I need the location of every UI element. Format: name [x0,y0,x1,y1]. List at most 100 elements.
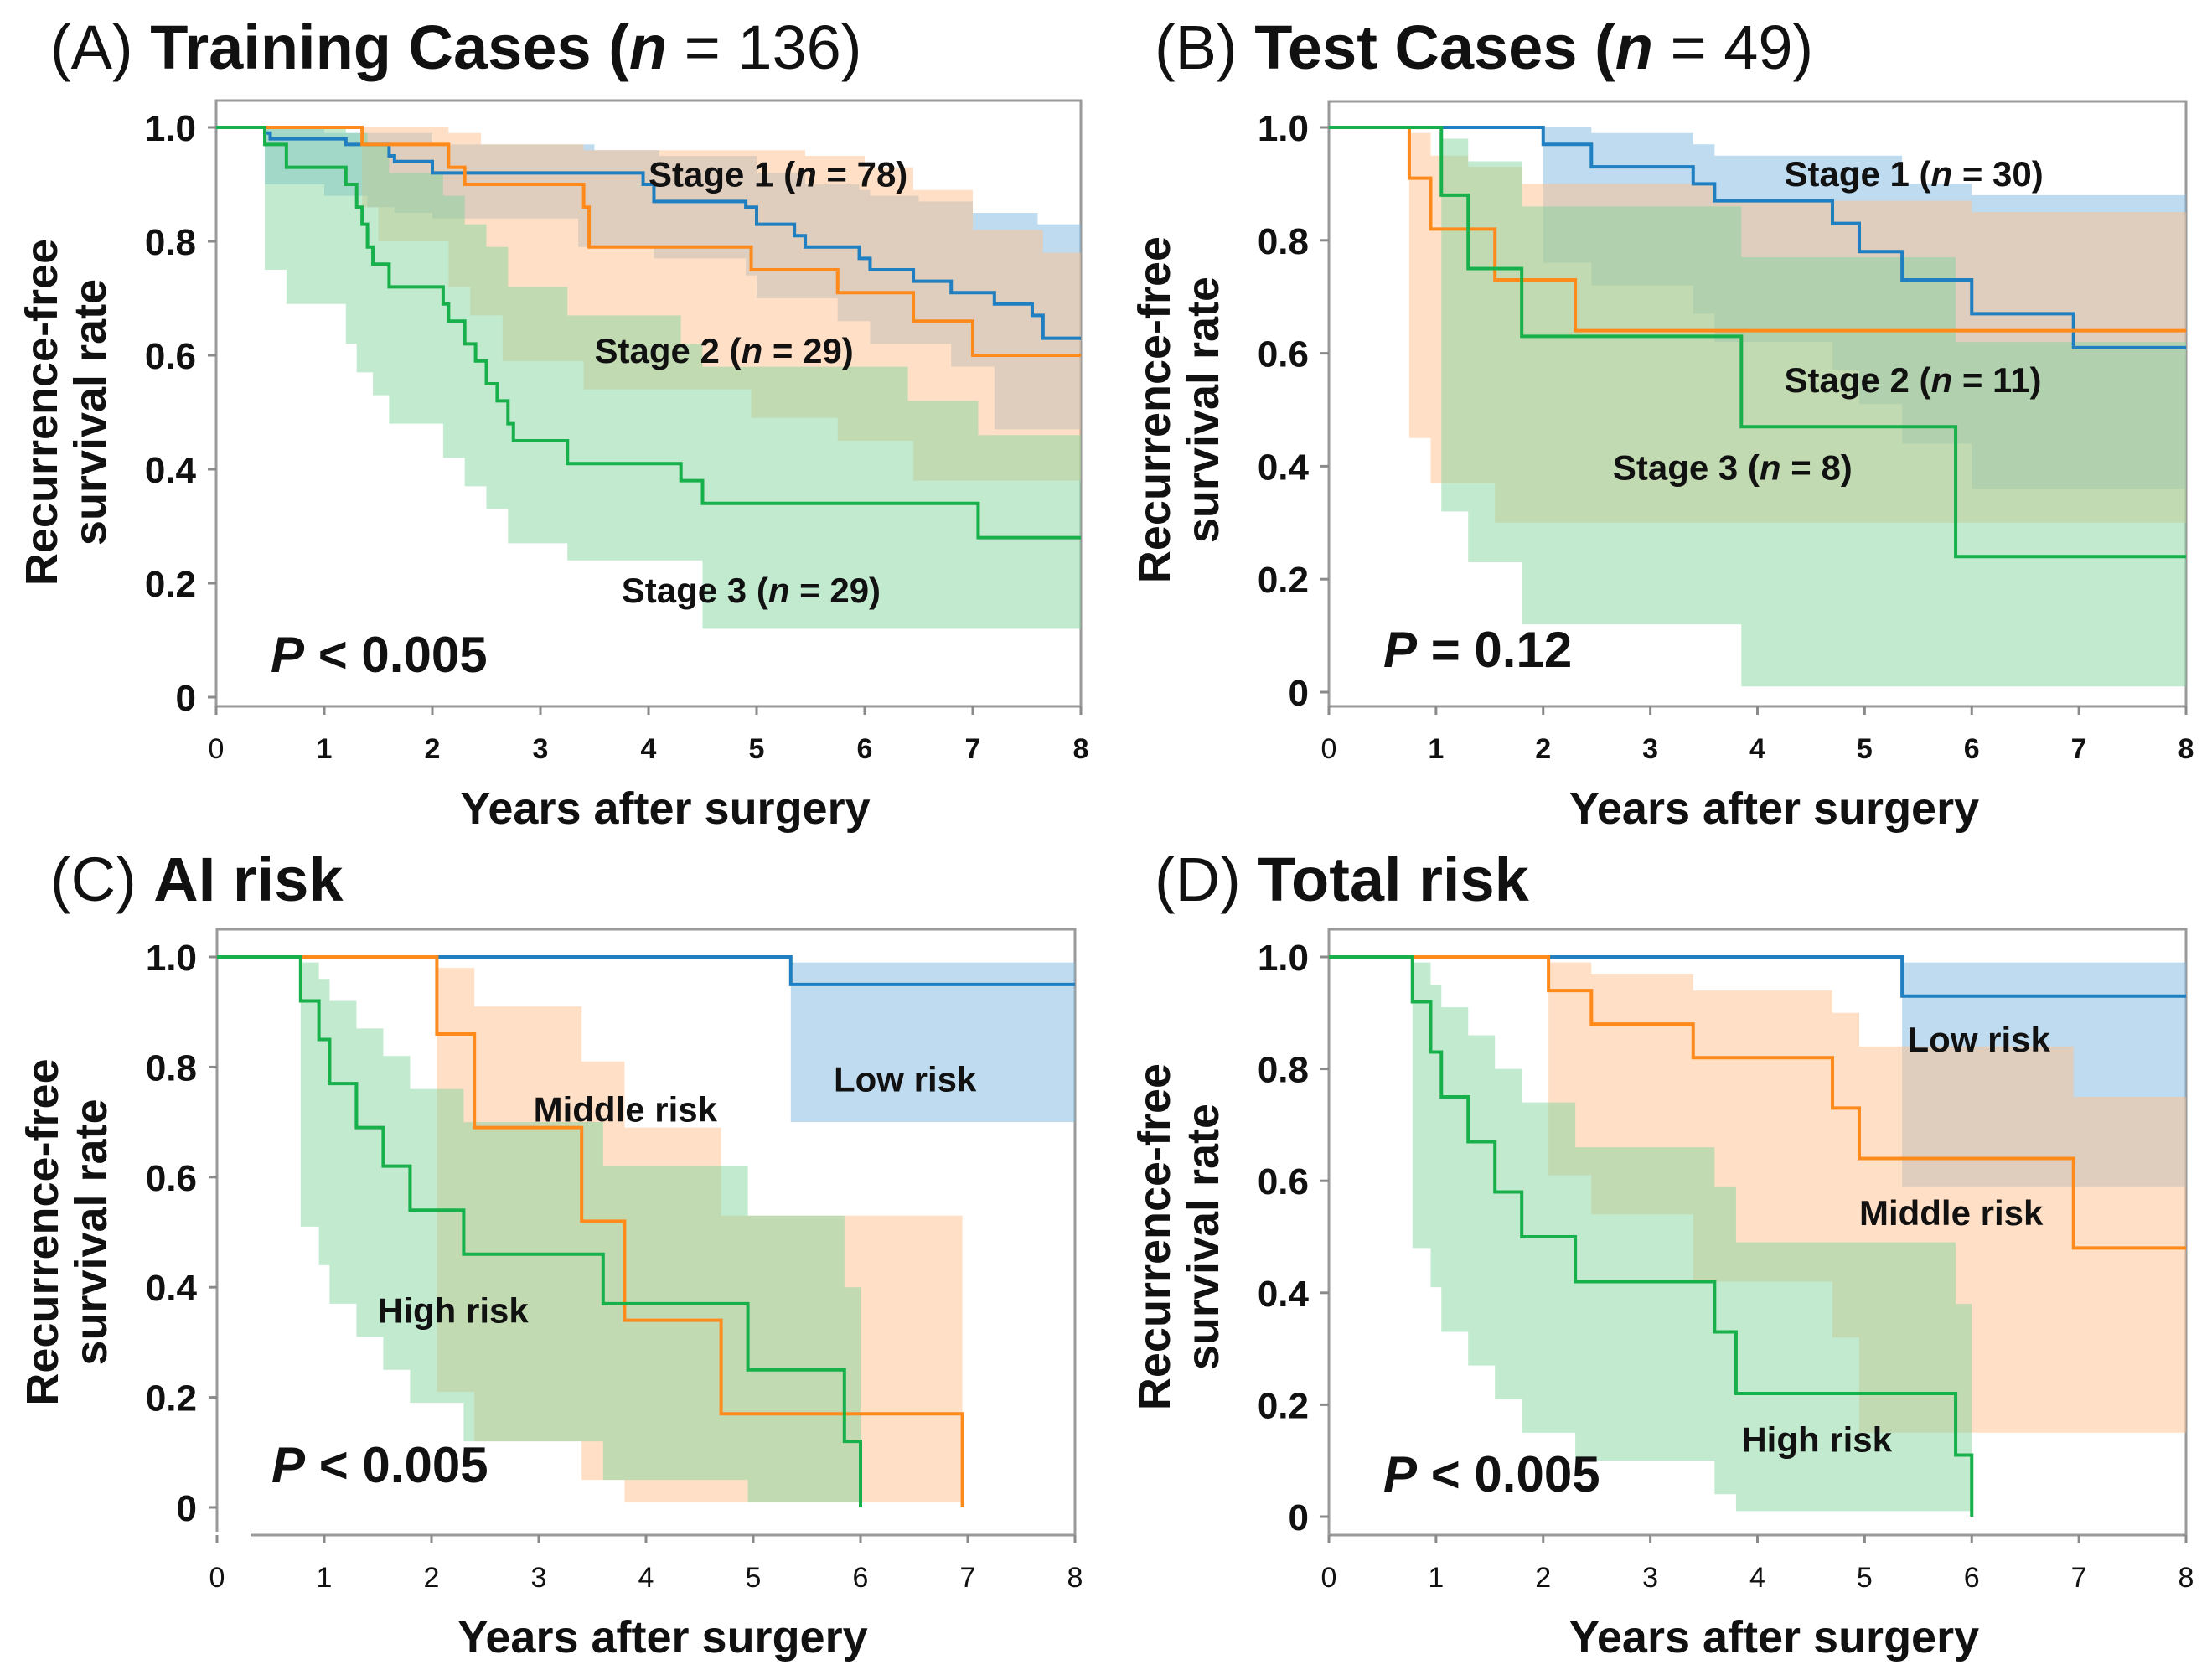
y-tick-label: 0.6 [146,1158,197,1199]
series-label-text: Stage 1 ( [649,154,795,194]
y-tick-label: 0.2 [1258,1385,1309,1426]
survival-curve-high-risk [217,955,862,1507]
p-value: P < 0.005 [271,627,488,683]
x-tick-label: 0 [209,1562,225,1594]
series-label-stage-1: Stage 1 (n = 30) [1784,154,2043,194]
panel-c: (C) AI risk 0 0.2 0.4 0.6 0.8 1.0 0 1 2 3 4 5 6 7 8 Year… [18,845,1083,1662]
series-label-text: Low risk [1908,1020,2051,1059]
x-tick-label: 5 [749,733,765,765]
x-tick-label: 3 [1642,1562,1658,1594]
y-tick-label: 0.4 [1258,1274,1310,1315]
x-tick-label: 7 [2071,1562,2087,1594]
y-axis-title-line: survival rate [1178,1104,1228,1370]
y-tick-label: 0.8 [146,1047,197,1088]
panel-title: (C) AI risk [50,845,344,914]
y-axis-title-line: survival rate [1178,277,1228,543]
panel-title-text: Total risk [1258,845,1529,914]
x-tick-label: 1 [317,733,333,765]
series-label-text: Stage 3 ( [1613,447,1760,487]
panel-letter: (A) [50,13,150,82]
p-value-text: = 0.12 [1417,622,1572,678]
series-label-high-risk: High risk [1741,1419,1892,1459]
ci-band-middle-risk [1548,962,2186,1433]
y-tick-label: 0.2 [146,1378,197,1419]
n-value: = 49) [1653,13,1813,82]
y-tick-label: 1.0 [1258,108,1309,149]
x-tick-label: 6 [857,733,873,765]
y-axis-title-line: survival rate [65,279,116,545]
series-label-text: Middle risk [1859,1193,2044,1233]
n-symbol: n [795,154,817,194]
panel-letter: (B) [1155,13,1254,82]
survival-curve-stage-2 [1329,126,2186,333]
series-label-text: Stage 2 ( [1784,360,1930,400]
y-tick-label: 0 [177,1488,197,1529]
panel-d: (D) Total risk 0 0.2 0.4 0.6 0.8 1.0 0 1 2 3 4 5 6 7 8 Y… [1129,845,2194,1662]
series-label-stage-2: Stage 2 (n = 11) [1784,360,2041,400]
x-tick-label: 0 [1321,1562,1337,1594]
p-value: P < 0.005 [271,1437,488,1493]
x-tick-label: 1 [317,1562,333,1594]
n-symbol: n [1931,154,1953,194]
p-symbol: P [271,627,305,683]
x-tick-label: 2 [425,733,441,765]
n-symbol: n [1615,13,1653,82]
n-symbol: n [742,331,763,370]
x-tick-label: 3 [533,733,549,765]
series-label-text: High risk [1741,1419,1892,1459]
x-tick-label: 8 [2178,733,2194,765]
n-value: = 11) [1952,360,2041,400]
x-tick-label: 4 [638,1562,654,1594]
survival-curve-high-risk [1329,955,1974,1517]
series-label-text: Stage 1 ( [1784,154,1930,194]
x-tick-label: 2 [1535,733,1551,765]
y-tick-label: 0.8 [1258,221,1309,262]
series-label-stage-3: Stage 3 (n = 8) [1613,447,1853,487]
series-label-text: Stage 2 ( [595,331,742,370]
y-tick-label: 0.4 [1258,447,1310,488]
n-symbol: n [1931,360,1953,400]
y-tick-label: 0 [1289,1497,1309,1538]
ci-band-stage-3 [1441,138,2186,687]
x-tick-label: 5 [1857,1562,1873,1594]
p-value-text: < 0.005 [304,627,488,683]
y-tick-label: 0.6 [1258,1161,1309,1202]
x-tick-label: 7 [960,1562,976,1594]
p-value-text: < 0.005 [1417,1446,1600,1502]
x-tick-label: 8 [1067,1562,1083,1594]
x-axis-title: Years after surgery [1569,1612,1979,1662]
panel-title-text: AI risk [153,845,344,914]
y-axis-title-line: Recurrence-free [18,1058,68,1405]
y-axis-title-line: Recurrence-free [1129,1063,1180,1410]
x-tick-label: 5 [746,1562,762,1594]
y-tick-label: 0.4 [145,450,197,491]
n-symbol: n [768,571,790,610]
panel-title: (D) Total risk [1155,845,1530,914]
panel-title: (A) Training Cases (n = 136) [50,13,861,82]
ci-band-high-risk [1412,962,1972,1512]
x-tick-label: 0 [209,733,225,765]
survival-curve-low-risk [1329,955,2186,998]
series-label-low-risk: Low risk [1908,1020,2051,1059]
ci-band-low-risk [790,962,1075,1123]
panel-title-text: Test Cases ( [1254,13,1615,82]
x-tick-label: 8 [2178,1562,2194,1594]
survival-curve-middle-risk [1329,955,2186,1250]
x-tick-label: 4 [641,733,657,765]
series-label-middle-risk: Middle risk [1859,1193,2044,1233]
x-tick-label: 8 [1073,733,1089,765]
x-tick-label: 6 [1964,733,1980,765]
panel-b: (B) Test Cases (n = 49)00.20.40.60.81.00… [1129,13,2194,834]
x-tick-label: 1 [1428,733,1444,765]
x-tick-label: 7 [965,733,981,765]
n-symbol: n [629,13,667,82]
series-label-stage-2: Stage 2 (n = 29) [595,331,854,370]
x-tick-label: 1 [1428,1562,1444,1594]
x-tick-label: 3 [1642,733,1658,765]
p-value: P < 0.005 [1383,1446,1600,1502]
y-tick-label: 0.4 [146,1268,198,1309]
panel-a: (A) Training Cases (n = 136)00.20.40.60.… [17,13,1088,834]
x-tick-label: 3 [531,1562,547,1594]
panel-letter: (D) [1155,845,1258,914]
p-symbol: P [1383,622,1418,678]
